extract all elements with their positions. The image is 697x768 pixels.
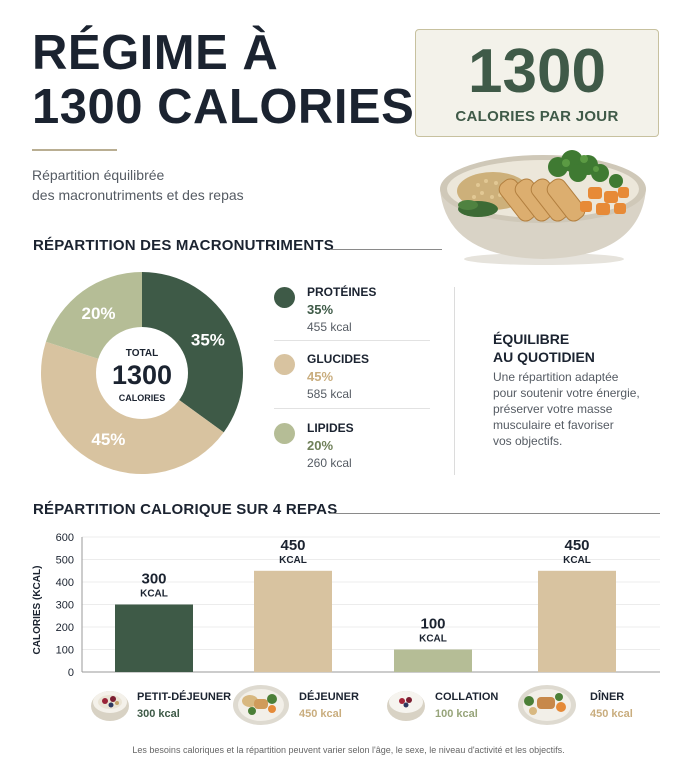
donut-slice-label: 20% [81,304,115,323]
balance-text-line: pour soutenir votre énergie, [493,386,640,400]
macros-vertical-divider [454,287,455,475]
macros-section-title: RÉPARTITION DES MACRONUTRIMENTS [33,237,334,254]
legend-kcal: 585 kcal [307,387,352,401]
legend-name: LIPIDES [307,421,354,435]
meal-item-breakfast: PETIT-DÉJEUNER 300 kcal [89,683,231,729]
title-underline [32,149,117,151]
meal-bowl-illustration [440,150,646,265]
donut-slice-0 [142,272,244,433]
bar-value-label: 100 [420,616,445,633]
macros-section-rule [330,249,442,250]
y-axis-title: CALORIES (KCAL) [32,566,43,655]
dinner-plate-icon [518,685,576,725]
y-tick-label: 0 [68,667,74,679]
balance-text-line: musculaire et favoriser [493,418,614,432]
legend-divider [274,340,430,341]
page-title-line1: RÉGIME À [32,26,279,80]
footnote: Les besoins caloriques et la répartition… [132,745,565,755]
y-tick-label: 300 [56,600,74,612]
donut-center-value: 1300 [112,360,172,390]
legend-pct: 35% [307,302,334,317]
bar-3 [538,570,616,673]
balance-text-line: préserver votre masse [493,402,613,416]
macros-donut-chart: TOTAL 1300 CALORIES 35% 45% 20% [40,272,244,475]
page-title-line2: 1300 CALORIES [32,80,415,134]
legend-pct: 20% [307,438,334,453]
y-tick-label: 500 [56,555,74,567]
meal-kcal: 450 kcal [590,708,633,720]
daily-calories-label: CALORIES PAR JOUR [455,108,619,125]
bar-value-label: 450 [280,537,305,554]
meal-kcal: 100 kcal [435,708,478,720]
bar-unit-label: KCAL [563,555,591,566]
balance-text-line: vos objectifs. [493,434,563,448]
legend-divider [274,408,430,409]
page-title: RÉGIME À 1300 CALORIES [32,26,414,134]
meal-item-lunch: DÉJEUNER 450 kcal [232,683,362,729]
page-subtitle: Répartition équilibrée des macronutrimen… [32,165,292,205]
bar-unit-label: KCAL [419,634,447,645]
lunch-plate-icon [233,685,289,725]
legend-name: PROTÉINES [307,285,377,299]
meal-name: DÎNER [590,691,625,703]
bar-2 [394,649,472,672]
meal-name: COLLATION [435,691,499,703]
y-tick-label: 400 [56,577,74,589]
bar-0 [115,604,193,672]
subtitle-line1: Répartition équilibrée [32,167,165,183]
bar-value-label: 450 [564,537,589,554]
donut-slice-label: 45% [91,430,125,449]
balance-description: Une répartition adaptée pour soutenir vo… [493,369,663,449]
proteins-color-dot [274,287,295,308]
meal-kcal: 450 kcal [299,708,342,720]
balance-text-line: Une répartition adaptée [493,370,619,384]
donut-center-label-top: TOTAL [126,348,158,359]
snack-bowl-icon [387,691,425,721]
balance-title: ÉQUILIBRE AU QUOTIDIEN [493,330,673,366]
donut-slice-label: 35% [191,330,225,349]
legend-kcal: 260 kcal [307,456,352,470]
legend-pct: 45% [307,369,334,384]
balance-title-line1: ÉQUILIBRE [493,331,570,347]
meal-item-dinner: DÎNER 450 kcal [517,683,647,729]
legend-name: GLUCIDES [307,352,370,366]
meal-name: DÉJEUNER [299,691,359,703]
bar-unit-label: KCAL [140,589,168,600]
bar-1 [254,570,332,673]
meal-item-snack: COLLATION 100 kcal [385,683,505,729]
carbs-color-dot [274,354,295,375]
yogurt-bowl-icon [91,691,129,721]
meal-name: PETIT-DÉJEUNER [137,691,232,703]
daily-calories-value: 1300 [468,37,606,106]
meals-section-rule [330,513,660,514]
meal-kcal: 300 kcal [137,708,180,720]
daily-calories-box: 1300 CALORIES PAR JOUR [415,29,659,137]
legend-kcal: 455 kcal [307,320,352,334]
y-tick-label: 100 [56,645,74,657]
bar-unit-label: KCAL [279,555,307,566]
subtitle-line2: des macronutriments et des repas [32,187,244,203]
bar-value-label: 300 [141,571,166,588]
y-tick-label: 600 [56,532,74,544]
y-tick-label: 200 [56,622,74,634]
balance-title-line2: AU QUOTIDIEN [493,349,595,365]
meals-section-title: RÉPARTITION CALORIQUE SUR 4 REPAS [33,501,338,518]
donut-center [96,327,188,419]
donut-center-label-bottom: CALORIES [119,393,166,403]
lipids-color-dot [274,423,295,444]
